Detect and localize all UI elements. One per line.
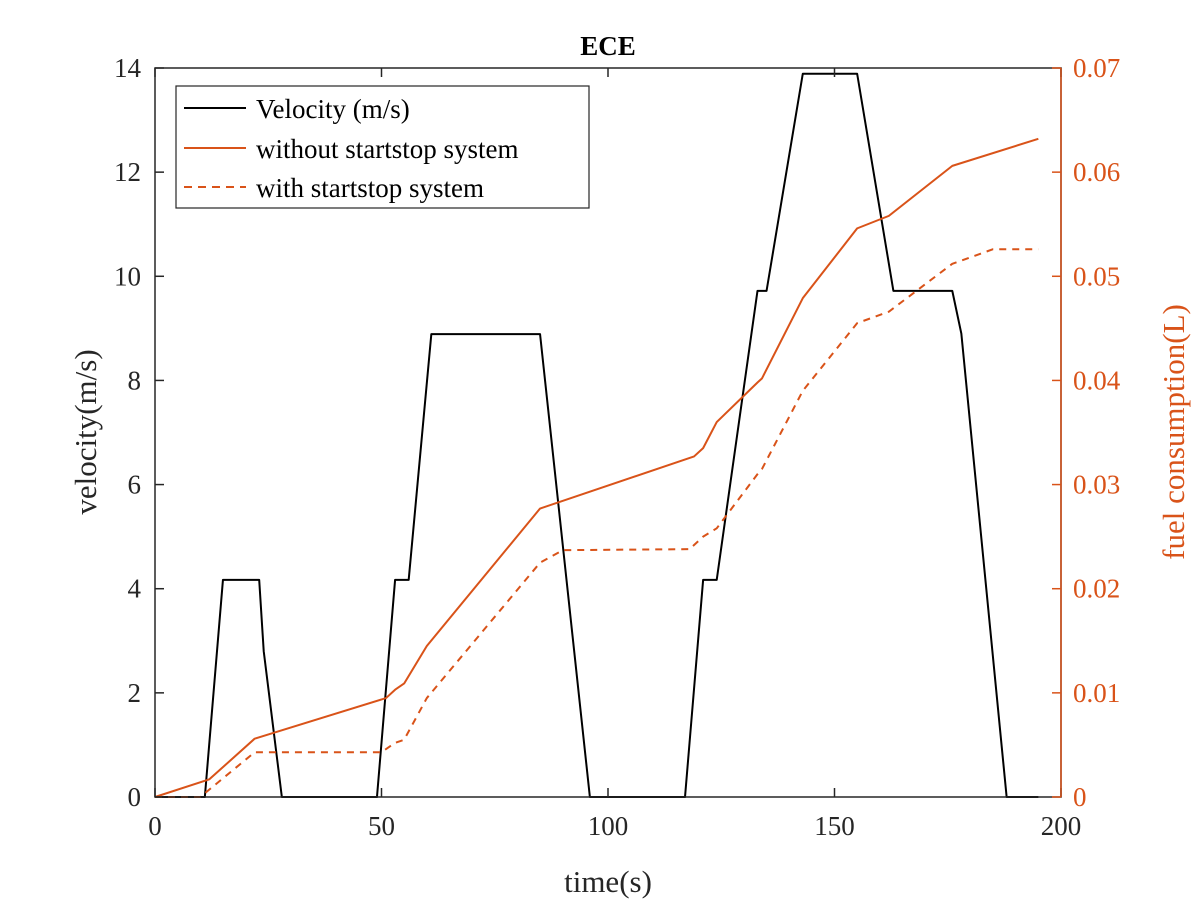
y-tick-label: 6 bbox=[128, 470, 142, 500]
y-tick-label: 4 bbox=[128, 574, 142, 604]
y2-tick-label: 0.05 bbox=[1073, 261, 1120, 291]
y-axis-label: velocity(m/s) bbox=[68, 349, 103, 514]
chart-title: ECE bbox=[580, 31, 636, 61]
x-tick-label: 150 bbox=[814, 811, 855, 841]
y2-tick-label: 0.06 bbox=[1073, 157, 1120, 187]
legend-label-velocity: Velocity (m/s) bbox=[256, 94, 410, 124]
y2-tick-label: 0.07 bbox=[1073, 53, 1120, 83]
y-tick-label: 14 bbox=[114, 53, 142, 83]
y-tick-label: 10 bbox=[114, 261, 141, 291]
series-line-2 bbox=[155, 248, 1039, 798]
x-tick-label: 0 bbox=[148, 811, 162, 841]
y-tick-label: 8 bbox=[128, 365, 142, 395]
x-tick-label: 50 bbox=[368, 811, 395, 841]
y2-axis-label: fuel consumption(L) bbox=[1156, 304, 1191, 560]
y-tick-label: 12 bbox=[114, 157, 141, 187]
y2-tick-label: 0.04 bbox=[1073, 365, 1121, 395]
series-line-1 bbox=[154, 137, 1039, 798]
x-tick-label: 100 bbox=[588, 811, 629, 841]
legend: Velocity (m/s) without startstop system … bbox=[175, 85, 590, 209]
legend-label-without-startstop: without startstop system bbox=[256, 134, 519, 164]
y-tick-label: 0 bbox=[128, 782, 142, 812]
ticks: 0 50 100 150 2000246810121400.010.020.030.04… bbox=[114, 53, 1121, 841]
x-axis-label: time(s) bbox=[564, 864, 652, 899]
y-tick-label: 2 bbox=[128, 678, 142, 708]
y2-tick-label: 0.03 bbox=[1073, 470, 1120, 500]
y2-tick-label: 0.02 bbox=[1073, 574, 1120, 604]
y2-tick-label: 0.01 bbox=[1073, 678, 1120, 708]
y2-tick-label: 0 bbox=[1073, 782, 1087, 812]
x-tick-label: 200 bbox=[1041, 811, 1082, 841]
legend-label-with-startstop: with startstop system bbox=[256, 173, 484, 203]
